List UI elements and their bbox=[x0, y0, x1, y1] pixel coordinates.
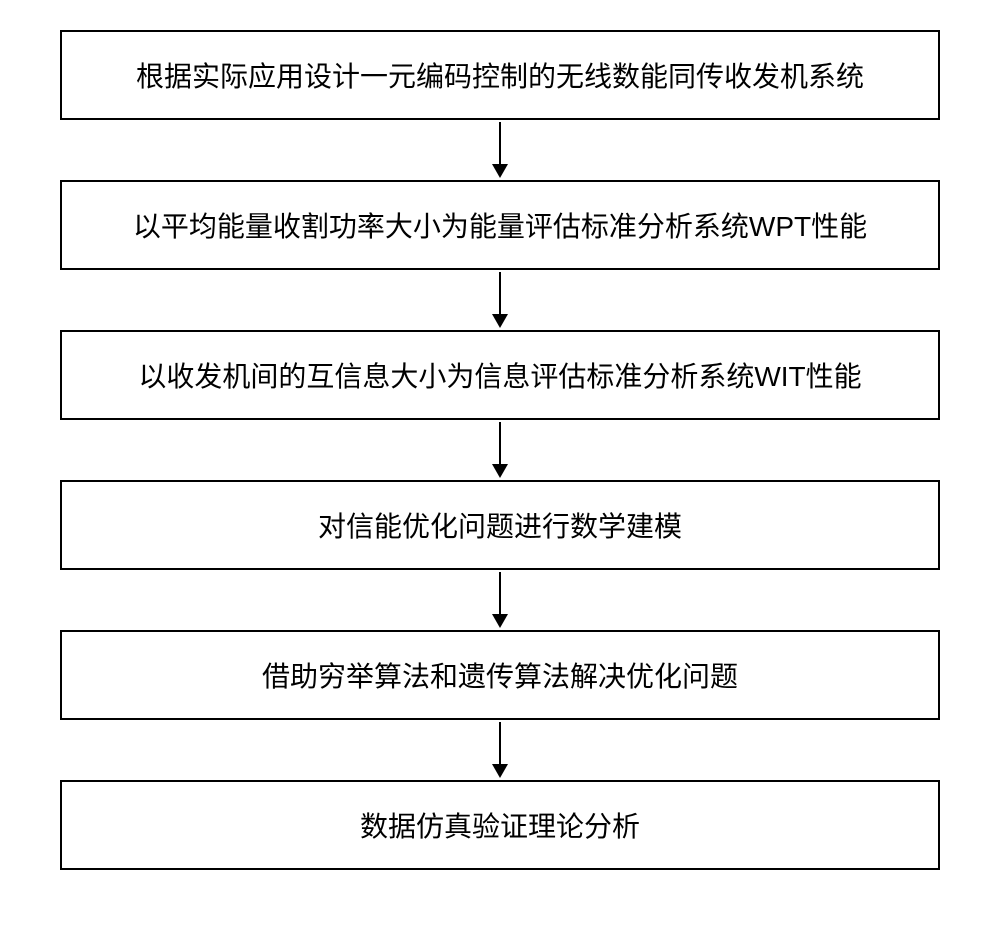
arrow-3 bbox=[492, 420, 508, 480]
arrow-line bbox=[499, 722, 501, 764]
arrow-1 bbox=[492, 120, 508, 180]
flow-step-6-label: 数据仿真验证理论分析 bbox=[360, 805, 640, 845]
arrow-head-icon bbox=[492, 164, 508, 178]
flow-step-3: 以收发机间的互信息大小为信息评估标准分析系统WIT性能 bbox=[60, 330, 940, 420]
flow-step-1: 根据实际应用设计一元编码控制的无线数能同传收发机系统 bbox=[60, 30, 940, 120]
arrow-5 bbox=[492, 720, 508, 780]
arrow-line bbox=[499, 122, 501, 164]
flow-step-2-label: 以平均能量收割功率大小为能量评估标准分析系统WPT性能 bbox=[133, 205, 867, 245]
flowchart-container: 根据实际应用设计一元编码控制的无线数能同传收发机系统 以平均能量收割功率大小为能… bbox=[0, 30, 1000, 870]
flow-step-4-label: 对信能优化问题进行数学建模 bbox=[318, 505, 682, 545]
arrow-2 bbox=[492, 270, 508, 330]
arrow-line bbox=[499, 572, 501, 614]
arrow-head-icon bbox=[492, 764, 508, 778]
flow-step-2: 以平均能量收割功率大小为能量评估标准分析系统WPT性能 bbox=[60, 180, 940, 270]
flow-step-5-label: 借助穷举算法和遗传算法解决优化问题 bbox=[262, 655, 738, 695]
arrow-line bbox=[499, 422, 501, 464]
arrow-4 bbox=[492, 570, 508, 630]
arrow-head-icon bbox=[492, 614, 508, 628]
flow-step-3-label: 以收发机间的互信息大小为信息评估标准分析系统WIT性能 bbox=[138, 355, 861, 395]
flow-step-6: 数据仿真验证理论分析 bbox=[60, 780, 940, 870]
arrow-line bbox=[499, 272, 501, 314]
flow-step-4: 对信能优化问题进行数学建模 bbox=[60, 480, 940, 570]
flow-step-5: 借助穷举算法和遗传算法解决优化问题 bbox=[60, 630, 940, 720]
flow-step-1-label: 根据实际应用设计一元编码控制的无线数能同传收发机系统 bbox=[136, 55, 864, 95]
arrow-head-icon bbox=[492, 464, 508, 478]
arrow-head-icon bbox=[492, 314, 508, 328]
